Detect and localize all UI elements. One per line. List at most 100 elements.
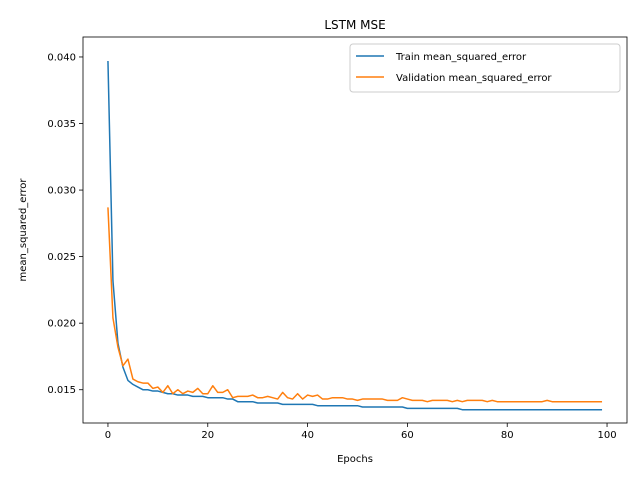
y-tick-label: 0.015	[47, 385, 76, 396]
data-point-train-mean-squared-error-55	[382, 406, 383, 407]
data-point-train-mean-squared-error-50	[357, 405, 358, 406]
data-point-validation-mean-squared-error-81	[512, 401, 513, 402]
series-line-validation-mean-squared-error	[107, 207, 603, 403]
data-point-train-mean-squared-error-90	[557, 409, 558, 410]
data-point-train-mean-squared-error-98	[596, 409, 597, 410]
data-point-train-mean-squared-error-1	[112, 280, 113, 281]
data-point-validation-mean-squared-error-24	[227, 389, 228, 390]
y-tick-label: 0.035	[47, 119, 76, 130]
data-point-train-mean-squared-error-18	[197, 396, 198, 397]
data-point-train-mean-squared-error-67	[442, 408, 443, 409]
data-point-validation-mean-squared-error-44	[327, 398, 328, 399]
y-tick-label: 0.025	[47, 252, 76, 263]
data-point-train-mean-squared-error-35	[282, 404, 283, 405]
data-point-validation-mean-squared-error-58	[397, 400, 398, 401]
data-point-validation-mean-squared-error-89	[552, 401, 553, 402]
data-point-validation-mean-squared-error-37	[292, 398, 293, 399]
data-point-validation-mean-squared-error-6	[137, 381, 138, 382]
data-point-validation-mean-squared-error-54	[377, 398, 378, 399]
data-point-train-mean-squared-error-58	[397, 406, 398, 407]
data-point-train-mean-squared-error-25	[232, 398, 233, 399]
data-point-train-mean-squared-error-91	[562, 409, 563, 410]
data-point-train-mean-squared-error-61	[412, 408, 413, 409]
data-point-train-mean-squared-error-71	[462, 409, 463, 410]
data-point-validation-mean-squared-error-42	[317, 394, 318, 395]
data-point-validation-mean-squared-error-75	[482, 400, 483, 401]
data-point-validation-mean-squared-error-15	[182, 393, 183, 394]
data-point-train-mean-squared-error-30	[257, 402, 258, 403]
data-point-train-mean-squared-error-54	[377, 406, 378, 407]
data-point-validation-mean-squared-error-97	[591, 401, 592, 402]
x-tick-label: 40	[301, 430, 314, 441]
data-point-train-mean-squared-error-96	[586, 409, 587, 410]
data-point-train-mean-squared-error-8	[147, 389, 148, 390]
data-point-train-mean-squared-error-80	[507, 409, 508, 410]
x-axis-label: Epochs	[337, 454, 373, 465]
data-point-validation-mean-squared-error-17	[192, 392, 193, 393]
data-point-validation-mean-squared-error-64	[427, 401, 428, 402]
data-point-train-mean-squared-error-81	[512, 409, 513, 410]
legend: Train mean_squared_error Validation mean…	[349, 43, 621, 93]
data-point-train-mean-squared-error-88	[547, 409, 548, 410]
y-tick-label: 0.040	[47, 52, 76, 63]
data-point-train-mean-squared-error-22	[217, 397, 218, 398]
data-point-train-mean-squared-error-72	[467, 409, 468, 410]
data-point-validation-mean-squared-error-70	[457, 400, 458, 401]
data-point-validation-mean-squared-error-50	[357, 400, 358, 401]
data-point-validation-mean-squared-error-69	[452, 401, 453, 402]
data-point-train-mean-squared-error-63	[422, 408, 423, 409]
data-point-train-mean-squared-error-64	[427, 408, 428, 409]
data-point-validation-mean-squared-error-83	[522, 401, 523, 402]
data-point-train-mean-squared-error-76	[487, 409, 488, 410]
data-point-train-mean-squared-error-24	[227, 398, 228, 399]
data-point-train-mean-squared-error-89	[552, 409, 553, 410]
data-point-validation-mean-squared-error-46	[337, 397, 338, 398]
data-point-validation-mean-squared-error-77	[492, 400, 493, 401]
data-point-train-mean-squared-error-39	[302, 404, 303, 405]
data-point-train-mean-squared-error-34	[277, 402, 278, 403]
data-point-validation-mean-squared-error-87	[542, 401, 543, 402]
data-point-validation-mean-squared-error-8	[147, 382, 148, 383]
data-point-validation-mean-squared-error-39	[302, 398, 303, 399]
data-point-train-mean-squared-error-7	[142, 389, 143, 390]
data-point-train-mean-squared-error-28	[247, 401, 248, 402]
data-point-validation-mean-squared-error-3	[122, 365, 123, 366]
data-point-train-mean-squared-error-83	[522, 409, 523, 410]
chart-title: LSTM MSE	[324, 18, 385, 32]
data-point-validation-mean-squared-error-21	[212, 385, 213, 386]
data-point-validation-mean-squared-error-25	[232, 397, 233, 398]
data-point-validation-mean-squared-error-43	[322, 398, 323, 399]
data-point-train-mean-squared-error-97	[591, 409, 592, 410]
data-point-validation-mean-squared-error-14	[177, 389, 178, 390]
data-point-validation-mean-squared-error-55	[382, 398, 383, 399]
y-axis: 0.015 0.020 0.025 0.030 0.035 0.040	[47, 52, 83, 396]
data-point-train-mean-squared-error-60	[407, 408, 408, 409]
data-point-train-mean-squared-error-3	[122, 367, 123, 368]
data-point-train-mean-squared-error-62	[417, 408, 418, 409]
data-point-validation-mean-squared-error-51	[362, 398, 363, 399]
data-point-validation-mean-squared-error-73	[472, 400, 473, 401]
data-point-train-mean-squared-error-14	[177, 394, 178, 395]
legend-label-validation: Validation mean_squared_error	[396, 73, 552, 84]
series-line-train-mean-squared-error	[107, 60, 603, 411]
data-point-train-mean-squared-error-56	[387, 406, 388, 407]
data-point-validation-mean-squared-error-29	[252, 394, 253, 395]
data-point-validation-mean-squared-error-61	[412, 400, 413, 401]
data-point-validation-mean-squared-error-34	[277, 398, 278, 399]
data-point-train-mean-squared-error-0	[107, 60, 108, 61]
data-point-validation-mean-squared-error-88	[547, 400, 548, 401]
data-point-validation-mean-squared-error-53	[372, 398, 373, 399]
data-point-validation-mean-squared-error-78	[497, 401, 498, 402]
data-point-train-mean-squared-error-9	[152, 390, 153, 391]
data-point-train-mean-squared-error-70	[457, 408, 458, 409]
data-point-validation-mean-squared-error-32	[267, 396, 268, 397]
data-point-validation-mean-squared-error-38	[297, 393, 298, 394]
data-point-validation-mean-squared-error-74	[477, 400, 478, 401]
data-point-train-mean-squared-error-65	[432, 408, 433, 409]
data-point-validation-mean-squared-error-5	[132, 378, 133, 379]
data-point-train-mean-squared-error-52	[367, 406, 368, 407]
data-point-validation-mean-squared-error-52	[367, 398, 368, 399]
data-point-train-mean-squared-error-73	[472, 409, 473, 410]
data-point-train-mean-squared-error-66	[437, 408, 438, 409]
data-point-train-mean-squared-error-53	[372, 406, 373, 407]
